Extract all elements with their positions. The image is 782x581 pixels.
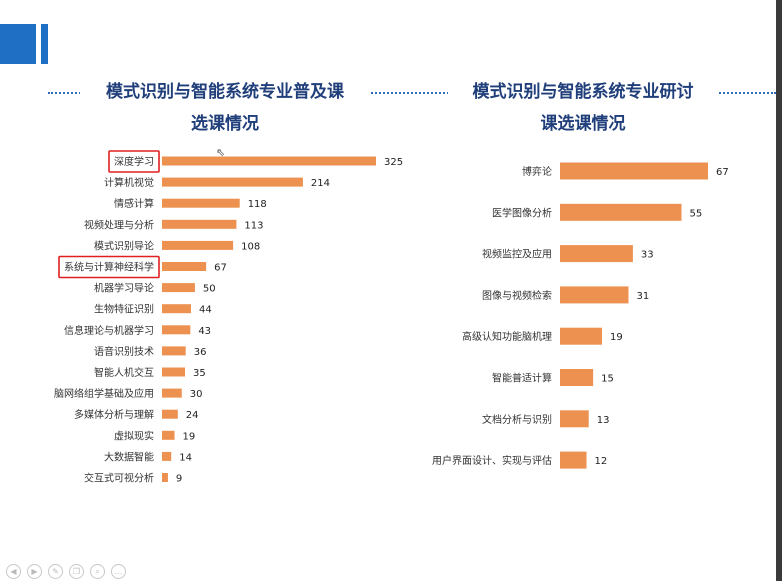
- more-icon[interactable]: …: [111, 564, 126, 579]
- next-icon[interactable]: ▶: [27, 564, 42, 579]
- value-label: 31: [636, 291, 649, 302]
- prev-icon[interactable]: ◀: [6, 564, 21, 579]
- bar: [162, 304, 191, 314]
- pen-icon[interactable]: ✎: [48, 564, 63, 579]
- category-label: 高级认知功能脑机理: [462, 330, 552, 343]
- value-label: 113: [244, 220, 263, 231]
- value-label: 19: [183, 431, 196, 442]
- value-label: 9: [176, 474, 182, 485]
- bar: [560, 162, 708, 180]
- category-label: 大数据智能: [104, 450, 154, 463]
- value-label: 214: [311, 178, 330, 189]
- left-bar-chart: 深度学习 325 计算机视觉 214 情感计算 118 视频处理与分析 113 模式识别导论 10…: [54, 150, 403, 485]
- bar: [162, 473, 168, 482]
- value-label: 13: [597, 415, 610, 426]
- right-chart-title-line1: 模式识别与智能系统专业研讨: [448, 78, 718, 106]
- decorative-bar-thin: [41, 24, 48, 64]
- value-label: 36: [194, 347, 207, 358]
- value-label: 33: [641, 250, 654, 261]
- bar: [560, 245, 633, 263]
- left-chart-title-line2: 选课情况: [80, 110, 370, 138]
- bar: [560, 203, 682, 221]
- bar: [162, 451, 172, 461]
- category-label: 计算机视觉: [104, 176, 154, 189]
- highlight-box: [108, 150, 160, 173]
- value-label: 67: [214, 263, 227, 274]
- slideshow-controls: ◀ ▶ ✎ ❐ ⌕ …: [0, 562, 782, 581]
- category-label: 语音识别技术: [94, 345, 154, 358]
- category-label: 机器学习导论: [94, 282, 154, 295]
- copy-icon[interactable]: ❐: [69, 564, 84, 579]
- value-label: 35: [193, 368, 206, 379]
- decorative-dotted-line: [48, 92, 776, 95]
- zoom-icon[interactable]: ⌕: [90, 564, 105, 579]
- value-label: 19: [610, 332, 623, 343]
- bar: [162, 325, 191, 335]
- category-label: 智能普适计算: [492, 372, 552, 385]
- category-label: 信息理论与机器学习: [64, 324, 154, 337]
- category-label: 模式识别导论: [94, 239, 154, 252]
- category-label: 文档分析与识别: [482, 413, 552, 426]
- right-bar-chart: 博弈论 67 医学图像分析 55 视频监控及应用 33 图像与视频检索 31 高级认知功能脑机理…: [432, 162, 729, 469]
- value-label: 50: [203, 284, 216, 295]
- value-label: 55: [689, 208, 702, 219]
- value-label: 44: [199, 305, 212, 316]
- value-label: 24: [186, 410, 199, 421]
- value-label: 30: [190, 389, 203, 400]
- category-label: 医学图像分析: [492, 206, 552, 219]
- category-label: 用户界面设计、实现与评估: [432, 454, 552, 467]
- category-label: 情感计算: [114, 197, 154, 210]
- category-label: 视频处理与分析: [84, 218, 154, 231]
- value-label: 14: [179, 452, 192, 463]
- bar: [560, 451, 587, 469]
- bar: [162, 409, 178, 419]
- value-label: 43: [198, 326, 211, 337]
- highlight-box: [58, 255, 160, 279]
- category-label: 博弈论: [522, 165, 552, 178]
- left-chart-title-line1: 模式识别与智能系统专业普及课: [80, 78, 370, 106]
- decorative-bar: [0, 24, 36, 64]
- category-label: 深度学习: [114, 155, 154, 168]
- bar: [162, 262, 207, 271]
- category-label: 交互式可视分析: [84, 472, 154, 485]
- bar: [162, 156, 376, 166]
- category-label: 多媒体分析与理解: [74, 408, 154, 421]
- category-label: 系统与计算神经科学: [64, 261, 154, 274]
- value-label: 15: [601, 374, 614, 385]
- value-label: 118: [248, 199, 267, 210]
- bar: [162, 283, 195, 293]
- value-label: 12: [595, 456, 608, 467]
- bar: [560, 327, 602, 345]
- value-label: 67: [716, 167, 729, 178]
- bar: [162, 219, 237, 229]
- bar: [560, 286, 629, 304]
- bar: [162, 367, 186, 377]
- category-label: 虚拟现实: [114, 429, 154, 442]
- category-label: 图像与视频检索: [482, 289, 552, 302]
- category-label: 智能人机交互: [94, 366, 154, 379]
- bar: [162, 240, 234, 250]
- category-label: 生物特征识别: [94, 303, 154, 316]
- category-label: 视频监控及应用: [482, 248, 552, 261]
- value-label: 325: [384, 157, 403, 168]
- bar: [162, 430, 175, 440]
- value-label: 108: [241, 241, 260, 252]
- bar: [162, 198, 240, 208]
- bar: [162, 346, 186, 356]
- bar: [162, 388, 182, 398]
- mouse-cursor-icon: ⇖: [216, 146, 226, 159]
- bar: [560, 410, 589, 428]
- category-label: 脑网络组学基础及应用: [54, 387, 154, 400]
- bar: [560, 369, 594, 386]
- bar: [162, 177, 303, 187]
- window-edge: [776, 0, 782, 581]
- right-chart-title-line2: 课选课情况: [448, 110, 718, 138]
